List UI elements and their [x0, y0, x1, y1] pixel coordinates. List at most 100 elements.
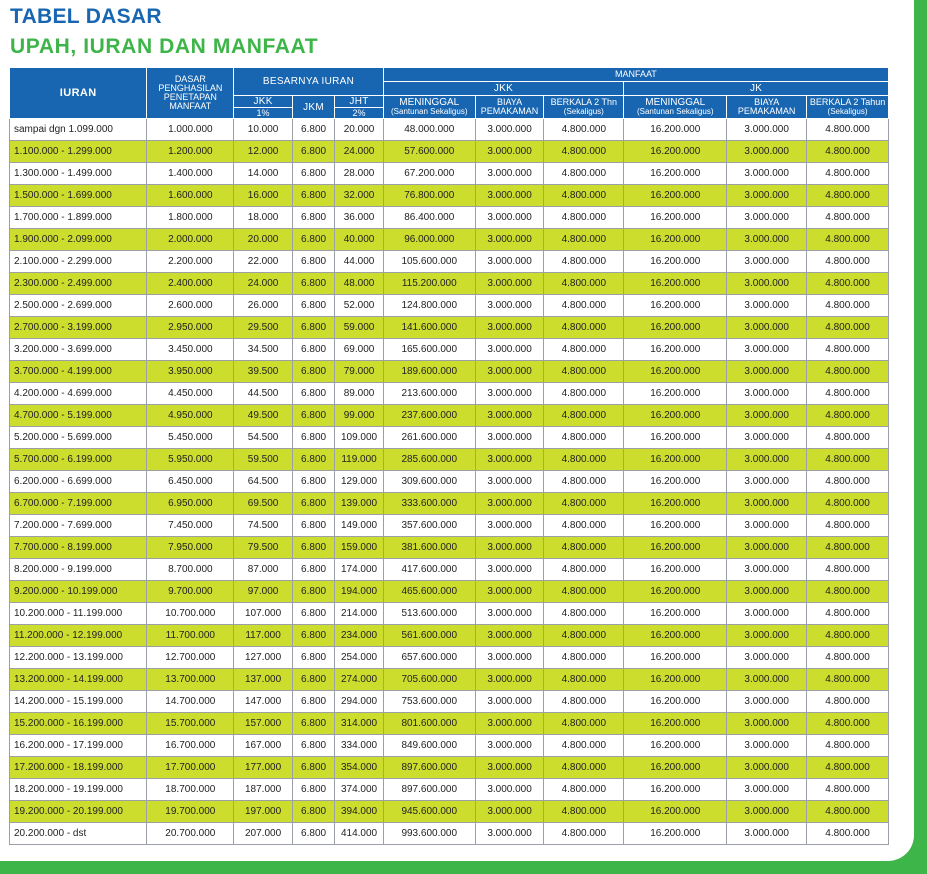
cell-jk-biaya-pemakaman: 3.000.000 [726, 580, 808, 603]
header-jht: JHT [334, 95, 384, 108]
cell-jkm-iuran: 6.800 [291, 646, 336, 669]
cell-jkk-biaya-pemakaman: 3.000.000 [474, 140, 545, 163]
cell-jht-iuran: 294.000 [334, 690, 384, 713]
cell-jkk-berkala: 4.800.000 [543, 756, 625, 779]
cell-jht-iuran: 59.000 [334, 316, 384, 339]
cell-jkk-meninggal: 849.600.000 [382, 734, 476, 757]
cell-jht-iuran: 159.000 [334, 536, 384, 559]
cell-jht-iuran: 334.000 [334, 734, 384, 757]
cell-iuran-range: 10.200.000 - 11.199.000 [8, 602, 148, 625]
cell-jkk-iuran: 10.000 [233, 118, 293, 141]
cell-iuran-range: 2.100.000 - 2.299.000 [8, 250, 148, 273]
cell-jk-meninggal: 16.200.000 [623, 514, 728, 537]
cell-iuran-range: 1.700.000 - 1.899.000 [8, 206, 148, 229]
cell-jkk-meninggal: 897.600.000 [382, 778, 476, 801]
cell-jkk-meninggal: 381.600.000 [382, 536, 476, 559]
cell-jk-meninggal: 16.200.000 [623, 624, 728, 647]
cell-iuran-range: 9.200.000 - 10.199.000 [8, 580, 148, 603]
cell-jkk-meninggal: 309.600.000 [382, 470, 476, 493]
cell-jkk-berkala: 4.800.000 [543, 360, 625, 383]
cell-jkk-meninggal: 86.400.000 [382, 206, 476, 229]
cell-jkk-iuran: 107.000 [233, 602, 293, 625]
header-pemakaman-jk-label: PEMAKAMAN [737, 106, 796, 116]
header-berkala-jkk: BERKALA 2 Thn (Sekaligus) [543, 95, 625, 119]
cell-jk-biaya-pemakaman: 3.000.000 [726, 822, 808, 845]
table-row: 11.200.000 - 12.199.000 11.700.000 117.000… [8, 624, 889, 647]
cell-jkk-iuran: 187.000 [233, 778, 293, 801]
cell-jkk-biaya-pemakaman: 3.000.000 [474, 228, 545, 251]
table-row: 6.700.000 - 7.199.000 6.950.000 69.500 6.80… [8, 492, 889, 515]
cell-jk-berkala: 4.800.000 [806, 162, 889, 185]
cell-jkk-biaya-pemakaman: 3.000.000 [474, 382, 545, 405]
cell-iuran-range: 14.200.000 - 15.199.000 [8, 690, 148, 713]
cell-jkk-biaya-pemakaman: 3.000.000 [474, 118, 545, 141]
header-jkm: JKM [291, 95, 336, 119]
cell-jk-biaya-pemakaman: 3.000.000 [726, 272, 808, 295]
cell-dasar-penghasilan: 9.700.000 [146, 580, 235, 603]
cell-jkk-iuran: 87.000 [233, 558, 293, 581]
table-row: 1.100.000 - 1.299.000 1.200.000 12.000 6.80… [8, 140, 889, 163]
cell-iuran-range: 17.200.000 - 18.199.000 [8, 756, 148, 779]
cell-jkk-iuran: 49.500 [233, 404, 293, 427]
cell-iuran-range: 13.200.000 - 14.199.000 [8, 668, 148, 691]
cell-jkk-biaya-pemakaman: 3.000.000 [474, 756, 545, 779]
table-row: 19.200.000 - 20.199.000 19.700.000 197.000… [8, 800, 889, 823]
table-row: 13.200.000 - 14.199.000 13.700.000 137.000… [8, 668, 889, 691]
tabel-dasar-table: IURAN DASAR PENGHASILAN PENETAPAN MANFAA… [8, 67, 890, 845]
cell-jk-berkala: 4.800.000 [806, 690, 889, 713]
header-besarnya-iuran: BESARNYA IURAN [233, 67, 384, 96]
cell-dasar-penghasilan: 16.700.000 [146, 734, 235, 757]
cell-jkk-iuran: 127.000 [233, 646, 293, 669]
cell-jht-iuran: 274.000 [334, 668, 384, 691]
cell-jk-meninggal: 16.200.000 [623, 756, 728, 779]
cell-jkk-meninggal: 753.600.000 [382, 690, 476, 713]
cell-jk-meninggal: 16.200.000 [623, 448, 728, 471]
cell-jkk-biaya-pemakaman: 3.000.000 [474, 558, 545, 581]
cell-jkk-berkala: 4.800.000 [543, 734, 625, 757]
header-dasar-line-4: MANFAAT [169, 101, 212, 111]
cell-jk-meninggal: 16.200.000 [623, 250, 728, 273]
cell-jk-biaya-pemakaman: 3.000.000 [726, 404, 808, 427]
cell-jkk-berkala: 4.800.000 [543, 140, 625, 163]
table-row: 1.900.000 - 2.099.000 2.000.000 20.000 6.80… [8, 228, 889, 251]
cell-jk-biaya-pemakaman: 3.000.000 [726, 470, 808, 493]
cell-jkm-iuran: 6.800 [291, 602, 336, 625]
cell-jht-iuran: 99.000 [334, 404, 384, 427]
cell-jk-berkala: 4.800.000 [806, 536, 889, 559]
cell-jkm-iuran: 6.800 [291, 492, 336, 515]
cell-jht-iuran: 119.000 [334, 448, 384, 471]
cell-jkk-biaya-pemakaman: 3.000.000 [474, 470, 545, 493]
cell-iuran-range: 6.200.000 - 6.699.000 [8, 470, 148, 493]
header-meninggal-jk-label: MENINGGAL [645, 97, 706, 108]
cell-jk-meninggal: 16.200.000 [623, 206, 728, 229]
cell-iuran-range: 2.500.000 - 2.699.000 [8, 294, 148, 317]
table-row: 5.700.000 - 6.199.000 5.950.000 59.500 6.80… [8, 448, 889, 471]
cell-jkk-iuran: 197.000 [233, 800, 293, 823]
cell-jkk-biaya-pemakaman: 3.000.000 [474, 426, 545, 449]
cell-jkk-iuran: 177.000 [233, 756, 293, 779]
cell-jkk-meninggal: 333.600.000 [382, 492, 476, 515]
cell-jk-meninggal: 16.200.000 [623, 646, 728, 669]
table-row: 2.100.000 - 2.299.000 2.200.000 22.000 6.80… [8, 250, 889, 273]
cell-iuran-range: 7.700.000 - 8.199.000 [8, 536, 148, 559]
cell-jk-biaya-pemakaman: 3.000.000 [726, 602, 808, 625]
header-berkala-jk: BERKALA 2 Tahun (Sekaligus) [806, 95, 889, 119]
cell-jkm-iuran: 6.800 [291, 360, 336, 383]
cell-jkk-berkala: 4.800.000 [543, 470, 625, 493]
cell-jk-berkala: 4.800.000 [806, 602, 889, 625]
cell-jkk-meninggal: 48.000.000 [382, 118, 476, 141]
header-meninggal-jk: MENINGGAL (Santunan Sekaligus) [623, 95, 728, 119]
cell-jk-biaya-pemakaman: 3.000.000 [726, 646, 808, 669]
cell-jkk-iuran: 97.000 [233, 580, 293, 603]
cell-jkk-meninggal: 417.600.000 [382, 558, 476, 581]
cell-jk-biaya-pemakaman: 3.000.000 [726, 426, 808, 449]
cell-jk-biaya-pemakaman: 3.000.000 [726, 668, 808, 691]
cell-iuran-range: 4.700.000 - 5.199.000 [8, 404, 148, 427]
table-row: 4.200.000 - 4.699.000 4.450.000 44.500 6.80… [8, 382, 889, 405]
cell-jk-berkala: 4.800.000 [806, 822, 889, 845]
cell-iuran-range: 19.200.000 - 20.199.000 [8, 800, 148, 823]
cell-jk-berkala: 4.800.000 [806, 668, 889, 691]
cell-jk-berkala: 4.800.000 [806, 206, 889, 229]
table-row: 14.200.000 - 15.199.000 14.700.000 147.000… [8, 690, 889, 713]
cell-jkk-iuran: 34.500 [233, 338, 293, 361]
